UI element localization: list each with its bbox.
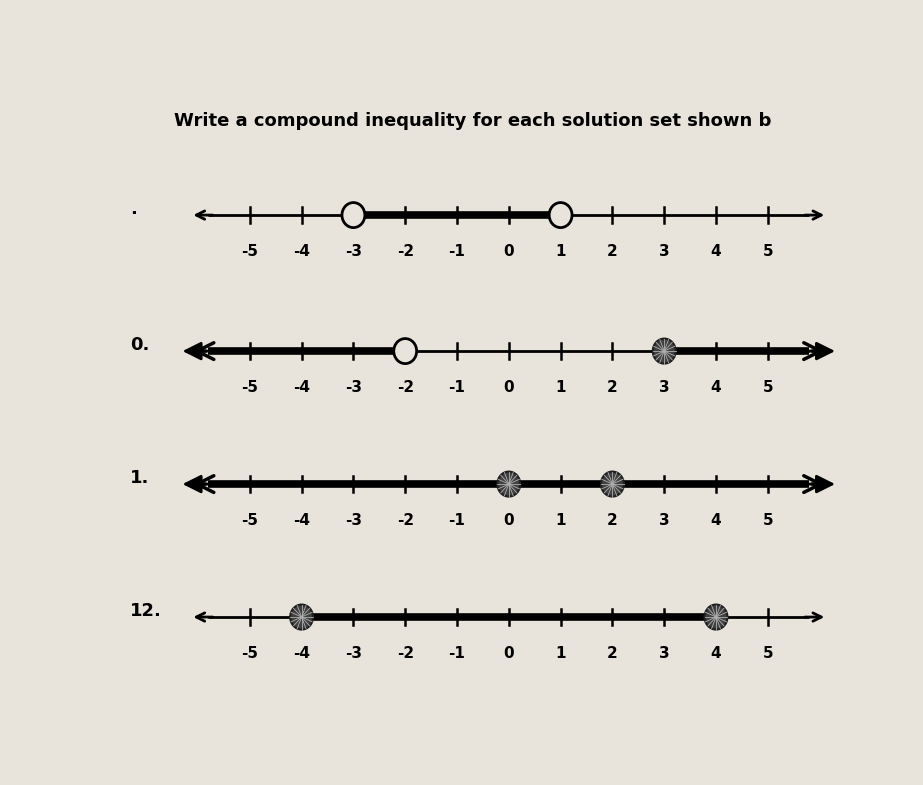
Text: -4: -4 xyxy=(294,244,310,259)
Text: 3: 3 xyxy=(659,646,669,661)
Text: 0.: 0. xyxy=(129,336,149,354)
Text: 2: 2 xyxy=(607,513,617,528)
Text: -5: -5 xyxy=(241,646,258,661)
Text: -5: -5 xyxy=(241,380,258,395)
Text: 12.: 12. xyxy=(129,602,162,620)
Ellipse shape xyxy=(394,338,416,363)
Text: 4: 4 xyxy=(711,244,721,259)
Text: 0: 0 xyxy=(503,244,514,259)
Text: 5: 5 xyxy=(762,244,773,259)
Text: -2: -2 xyxy=(397,513,414,528)
Text: -3: -3 xyxy=(345,513,362,528)
Text: 5: 5 xyxy=(762,646,773,661)
Text: 2: 2 xyxy=(607,244,617,259)
Text: -5: -5 xyxy=(241,513,258,528)
Text: 1.: 1. xyxy=(129,469,149,487)
Text: -2: -2 xyxy=(397,380,414,395)
Ellipse shape xyxy=(653,338,676,363)
Text: 0: 0 xyxy=(503,513,514,528)
Text: -1: -1 xyxy=(449,646,465,661)
Ellipse shape xyxy=(342,203,365,228)
Ellipse shape xyxy=(704,604,727,630)
Text: -2: -2 xyxy=(397,244,414,259)
Text: 1: 1 xyxy=(556,646,566,661)
Text: -3: -3 xyxy=(345,380,362,395)
Text: -1: -1 xyxy=(449,244,465,259)
Text: -1: -1 xyxy=(449,513,465,528)
Text: 5: 5 xyxy=(762,513,773,528)
Text: 3: 3 xyxy=(659,244,669,259)
Text: 4: 4 xyxy=(711,646,721,661)
Text: -4: -4 xyxy=(294,513,310,528)
Text: Write a compound inequality for each solution set shown b: Write a compound inequality for each sol… xyxy=(174,112,772,130)
Text: .: . xyxy=(129,200,137,218)
Ellipse shape xyxy=(601,472,624,497)
Ellipse shape xyxy=(497,472,521,497)
Text: -5: -5 xyxy=(241,244,258,259)
Text: 5: 5 xyxy=(762,380,773,395)
Text: 3: 3 xyxy=(659,513,669,528)
Text: -3: -3 xyxy=(345,646,362,661)
Text: -4: -4 xyxy=(294,380,310,395)
Text: 1: 1 xyxy=(556,513,566,528)
Text: 1: 1 xyxy=(556,380,566,395)
Text: -4: -4 xyxy=(294,646,310,661)
Text: 2: 2 xyxy=(607,380,617,395)
Text: 0: 0 xyxy=(503,646,514,661)
Ellipse shape xyxy=(549,203,572,228)
Text: 1: 1 xyxy=(556,244,566,259)
Text: 2: 2 xyxy=(607,646,617,661)
Text: 4: 4 xyxy=(711,380,721,395)
Text: 3: 3 xyxy=(659,380,669,395)
Text: -2: -2 xyxy=(397,646,414,661)
Text: 0: 0 xyxy=(503,380,514,395)
Text: -3: -3 xyxy=(345,244,362,259)
Text: -1: -1 xyxy=(449,380,465,395)
Ellipse shape xyxy=(290,604,313,630)
Text: 4: 4 xyxy=(711,513,721,528)
